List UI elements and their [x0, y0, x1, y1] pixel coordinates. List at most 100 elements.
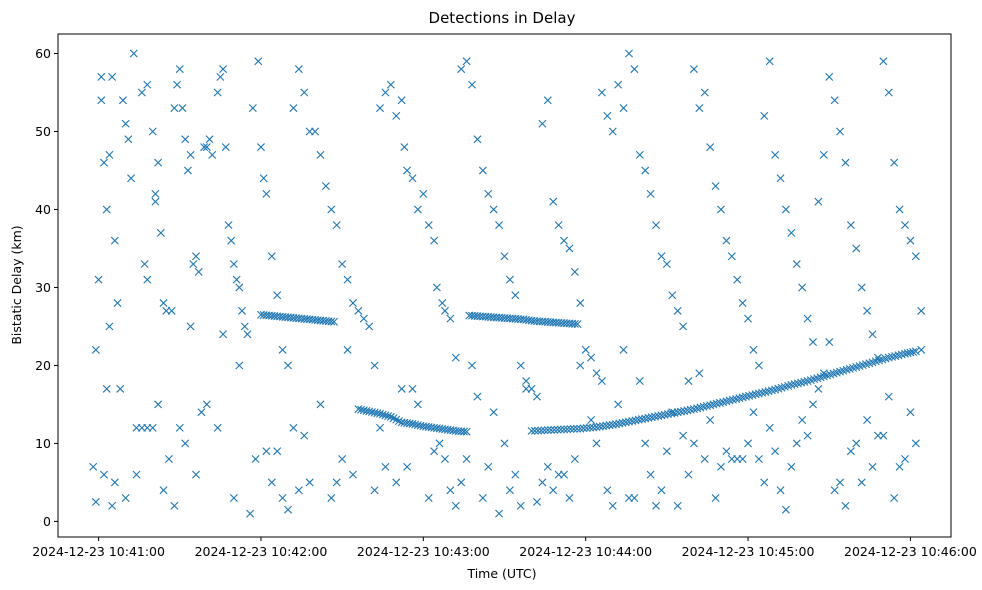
data-point — [754, 361, 763, 370]
data-point — [197, 408, 206, 417]
data-point — [386, 80, 395, 89]
data-point — [550, 425, 559, 434]
data-point — [248, 104, 257, 113]
data-point — [576, 361, 585, 370]
plot-frame — [57, 33, 952, 538]
data-point — [879, 57, 888, 66]
data-point — [635, 377, 644, 386]
data-point — [852, 439, 861, 448]
data-point — [917, 345, 926, 354]
data-point — [495, 221, 504, 230]
data-point — [565, 244, 574, 253]
data-point — [841, 158, 850, 167]
data-point — [668, 291, 677, 300]
data-point — [846, 447, 855, 456]
data-point — [744, 439, 753, 448]
data-point — [603, 111, 612, 120]
data-point — [901, 455, 909, 464]
data-point — [262, 189, 271, 198]
data-point — [722, 236, 731, 245]
data-point — [183, 166, 192, 175]
data-point — [654, 411, 663, 420]
data-point — [592, 369, 601, 378]
data-point — [738, 299, 747, 308]
data-point — [478, 166, 487, 175]
data-point — [630, 65, 639, 74]
data-point — [787, 462, 796, 471]
data-point — [798, 416, 807, 425]
data-point — [392, 111, 401, 120]
data-point — [468, 361, 477, 370]
data-point — [573, 320, 582, 329]
data-point — [137, 88, 146, 97]
data-point — [906, 236, 915, 245]
data-point — [863, 306, 872, 315]
data-point — [595, 422, 604, 431]
data-point — [873, 353, 882, 362]
data-point — [181, 439, 190, 448]
data-point — [722, 447, 731, 456]
data-point — [354, 306, 363, 315]
data-point — [566, 425, 575, 434]
data-point — [175, 65, 184, 74]
data-point — [300, 431, 309, 440]
data-point — [289, 423, 298, 432]
data-point — [108, 501, 117, 510]
data-point — [641, 166, 650, 175]
data-points — [89, 49, 926, 518]
data-point — [365, 322, 374, 331]
data-point — [646, 470, 655, 479]
data-point — [438, 299, 447, 308]
data-point — [676, 407, 685, 416]
data-point — [305, 478, 314, 487]
data-point — [251, 455, 260, 464]
data-point — [91, 345, 100, 354]
data-point — [430, 447, 439, 456]
data-point — [911, 252, 920, 261]
data-point — [792, 260, 801, 269]
data-point — [650, 412, 659, 421]
data-point — [121, 494, 130, 502]
data-point — [592, 423, 601, 432]
data-point — [194, 267, 203, 276]
data-point — [579, 424, 588, 433]
data-point — [733, 275, 742, 284]
data-point — [689, 439, 698, 448]
data-point — [511, 470, 520, 479]
data-point — [478, 494, 487, 502]
data-point — [863, 416, 872, 425]
data-point — [208, 150, 217, 159]
data-point — [586, 423, 595, 432]
data-point — [105, 322, 114, 331]
data-point — [754, 455, 763, 464]
data-point — [432, 283, 441, 292]
data-point — [917, 306, 926, 315]
data-point — [118, 96, 127, 105]
data-point — [884, 88, 893, 97]
data-point — [652, 501, 661, 510]
data-point — [657, 486, 666, 495]
data-point — [809, 338, 817, 347]
data-point — [516, 361, 525, 370]
data-point — [457, 478, 466, 487]
data-point — [89, 462, 98, 471]
data-point — [462, 455, 471, 464]
data-point — [662, 447, 671, 456]
data-point — [408, 384, 417, 393]
data-point — [110, 478, 119, 487]
data-point — [102, 384, 111, 393]
data-point — [224, 221, 233, 230]
data-point — [868, 462, 877, 471]
y-axis-label: Bistatic Delay (km) — [9, 225, 24, 344]
data-point — [232, 275, 241, 284]
data-point — [327, 494, 336, 502]
data-point — [619, 345, 628, 354]
data-point — [830, 96, 839, 105]
data-point — [413, 205, 422, 214]
data-point — [895, 205, 904, 214]
data-point — [500, 439, 509, 448]
data-point — [178, 104, 187, 113]
data-point — [151, 197, 160, 206]
data-point — [200, 143, 209, 152]
data-point — [781, 205, 790, 214]
